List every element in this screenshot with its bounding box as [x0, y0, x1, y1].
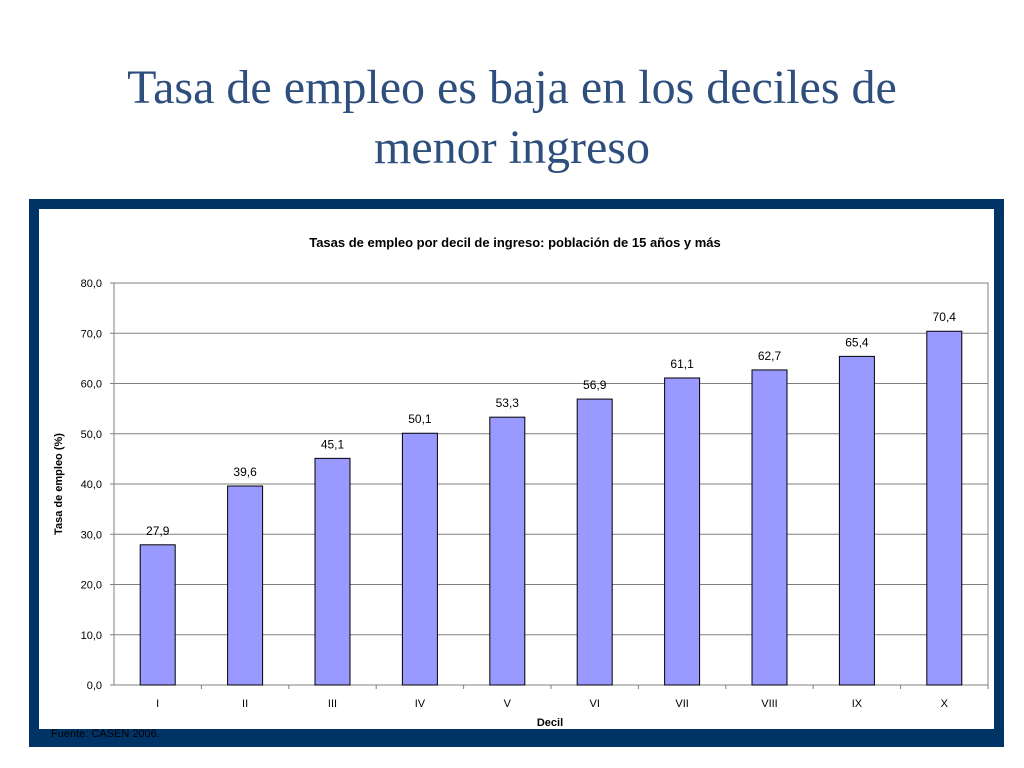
bar	[751, 369, 788, 686]
data-label: 62,7	[758, 349, 782, 363]
x-tick-label: III	[328, 698, 337, 710]
bar	[227, 485, 264, 686]
chart-panel: Tasas de empleo por decil de ingreso: po…	[29, 199, 1004, 747]
bar	[314, 457, 351, 686]
x-tick-label: VII	[675, 698, 688, 710]
y-tick-label: 80,0	[81, 278, 102, 290]
slide-title: Tasa de empleo es baja en los deciles de…	[0, 58, 1024, 178]
x-tick-labels: I II III IV V VI VII VIII IX X	[156, 698, 948, 710]
bar	[139, 544, 176, 686]
y-axis-label: Tasa de empleo (%)	[53, 433, 65, 535]
chart-title: Tasas de empleo por decil de ingreso: po…	[309, 235, 721, 250]
x-tick-label: II	[242, 698, 248, 710]
y-tick-label: 40,0	[81, 479, 102, 491]
bar	[489, 416, 526, 686]
slide-title-line-1: Tasa de empleo es baja en los deciles de	[127, 61, 897, 114]
y-tick-labels: 0,0 10,0 20,0 30,0 40,0 50,0 60,0 70,0 80,0	[81, 278, 102, 692]
y-tick-label: 20,0	[81, 580, 102, 592]
x-tick-label: X	[941, 698, 949, 710]
source-note: Fuente: CASEN 2006.	[51, 728, 160, 740]
data-label: 65,4	[845, 335, 869, 349]
bar-chart: Tasas de empleo por decil de ingreso: po…	[39, 209, 994, 740]
y-tick-label: 60,0	[81, 379, 102, 391]
x-tick-label: VI	[589, 698, 599, 710]
bar	[664, 377, 701, 686]
x-tick-label: V	[504, 698, 512, 710]
data-label: 53,3	[496, 396, 520, 410]
bar	[838, 355, 875, 686]
x-axis-label: Decil	[537, 717, 563, 729]
slide-title-line-2: menor ingreso	[374, 121, 650, 174]
data-label: 50,1	[408, 412, 432, 426]
bar	[926, 330, 963, 686]
y-tick-label: 50,0	[81, 429, 102, 441]
y-tick-label: 70,0	[81, 328, 102, 340]
data-label: 45,1	[321, 437, 345, 451]
x-tick-label: I	[156, 698, 159, 710]
y-tick-label: 10,0	[81, 630, 102, 642]
bars	[139, 330, 963, 686]
data-label: 39,6	[233, 465, 257, 479]
x-tick-label: IV	[415, 698, 426, 710]
data-label: 70,4	[933, 310, 957, 324]
data-label: 61,1	[670, 357, 694, 371]
x-tick-label: VIII	[761, 698, 778, 710]
data-label: 27,9	[146, 524, 170, 538]
data-labels: 27,9 39,6 45,1 50,1 53,3 56,9 61,1 62,7 65,4 70,4	[146, 310, 956, 538]
bar	[576, 398, 613, 686]
y-tick-label: 0,0	[87, 680, 102, 692]
y-tick-label: 30,0	[81, 529, 102, 541]
data-label: 56,9	[583, 378, 607, 392]
bar	[401, 432, 438, 686]
x-tick-label: IX	[852, 698, 863, 710]
